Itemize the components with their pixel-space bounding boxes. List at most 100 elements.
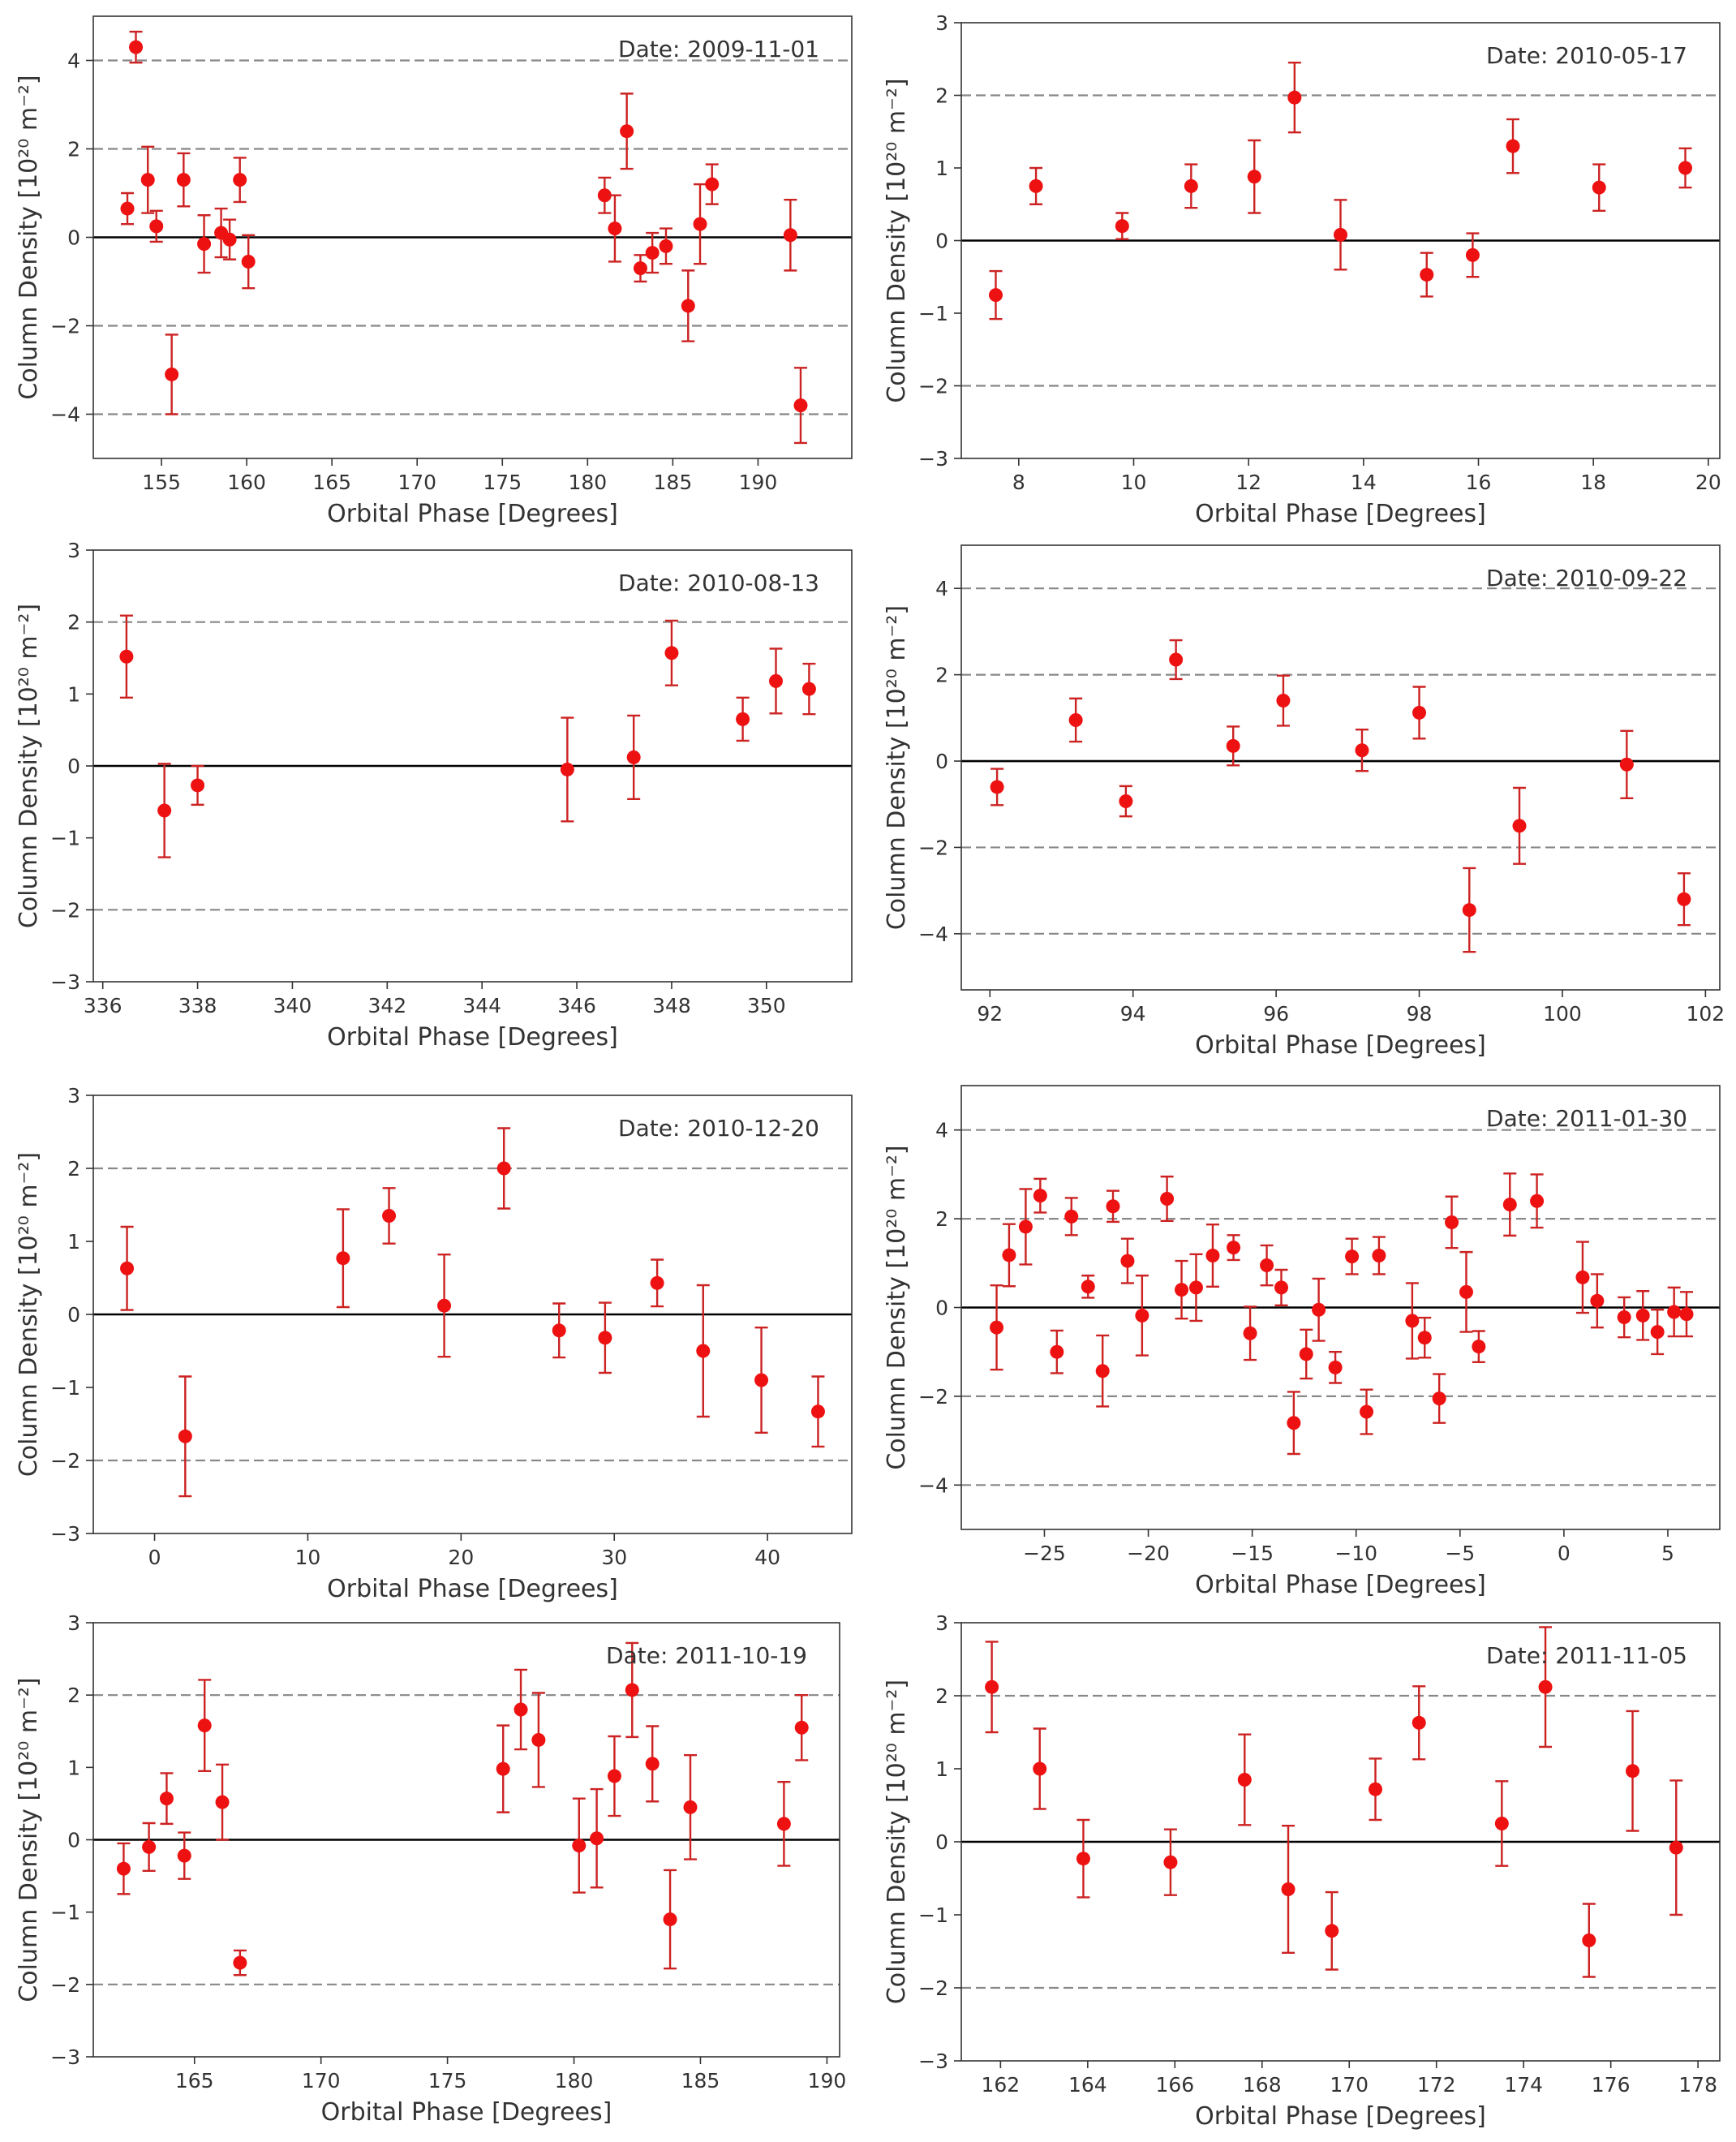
- y-tick-label: −3: [50, 2045, 80, 2069]
- y-axis-label: Column Density [10²⁰ m⁻²]: [15, 1152, 43, 1477]
- y-axis-label: Column Density [10²⁰ m⁻²]: [15, 1677, 43, 2002]
- data-marker: [1472, 1340, 1486, 1354]
- data-marker: [1432, 1391, 1446, 1406]
- panel-3: 336 338 340 342 344 346 348 350 −3 −2 −1 0 1 2 3 Orbita…: [15, 539, 853, 1052]
- data-point: [197, 214, 212, 274]
- data-point: [736, 696, 750, 742]
- data-point: [1355, 728, 1369, 772]
- y-tick-label: 4: [935, 1119, 948, 1142]
- data-point: [1650, 1309, 1665, 1356]
- data-marker: [560, 762, 574, 776]
- data-point: [1465, 232, 1480, 278]
- data-point: [625, 1641, 639, 1739]
- data-marker: [659, 239, 673, 253]
- date-annotation: Date: 2010-08-13: [618, 570, 819, 596]
- x-tick-label: 166: [1155, 2073, 1194, 2097]
- data-point: [1345, 1237, 1360, 1275]
- data-marker: [1582, 1933, 1596, 1947]
- data-marker: [683, 1800, 698, 1814]
- data-marker: [116, 1861, 131, 1876]
- data-point: [1226, 725, 1240, 767]
- data-point: [1076, 1818, 1090, 1899]
- data-point: [1412, 686, 1427, 740]
- data-point: [645, 1725, 660, 1803]
- x-tick-label: 165: [312, 471, 351, 494]
- data-point: [1237, 1733, 1252, 1826]
- x-tick-label: 185: [681, 2069, 720, 2093]
- data-point: [1325, 1890, 1339, 1971]
- x-tick-label: 342: [367, 994, 406, 1017]
- data-point: [1119, 785, 1133, 818]
- data-point: [776, 1780, 791, 1867]
- data-marker: [1619, 757, 1634, 772]
- y-tick-label: 0: [67, 1303, 80, 1327]
- data-marker: [1465, 247, 1480, 262]
- data-marker: [1281, 1882, 1296, 1896]
- data-point: [1281, 1824, 1296, 1955]
- data-point: [1635, 1290, 1650, 1341]
- x-axis-label: Orbital Phase [Degrees]: [1195, 1031, 1486, 1060]
- data-point: [1160, 1175, 1175, 1223]
- data-marker: [1420, 268, 1434, 282]
- y-tick-label: 2: [67, 138, 80, 161]
- data-point: [664, 619, 679, 686]
- data-point: [119, 614, 134, 699]
- y-tick-label: −2: [50, 315, 80, 338]
- data-marker: [1106, 1199, 1120, 1214]
- data-point: [1106, 1189, 1120, 1224]
- data-point: [1472, 1330, 1486, 1363]
- y-tick-label: 3: [935, 1611, 948, 1635]
- data-marker: [119, 649, 134, 664]
- data-point: [176, 152, 191, 208]
- y-tick-label: −1: [918, 302, 948, 325]
- y-tick-label: 3: [67, 1611, 80, 1635]
- data-point: [1582, 1903, 1596, 1978]
- data-point: [572, 1797, 587, 1894]
- data-marker: [1667, 1305, 1682, 1319]
- y-tick-label: −1: [918, 1903, 948, 1927]
- y-axis-label: Column Density [10²⁰ m⁻²]: [883, 1145, 911, 1469]
- data-point: [1334, 199, 1347, 271]
- x-tick-label: 178: [1678, 2073, 1717, 2097]
- y-tick-label: 1: [67, 1756, 80, 1779]
- x-tick-label: 0: [1558, 1542, 1571, 1565]
- x-tick-label: 344: [462, 994, 501, 1017]
- data-marker: [1115, 219, 1129, 234]
- data-marker: [1626, 1764, 1640, 1779]
- data-marker: [1188, 1280, 1203, 1295]
- data-marker: [1033, 1761, 1047, 1776]
- data-marker: [1462, 903, 1476, 918]
- data-marker: [1417, 1331, 1432, 1345]
- data-marker: [1205, 1249, 1220, 1263]
- x-tick-label: 8: [1012, 471, 1025, 494]
- y-tick-label: 0: [935, 230, 948, 253]
- data-point: [1512, 786, 1527, 865]
- data-point: [783, 198, 797, 272]
- data-marker: [597, 188, 612, 203]
- data-point: [620, 92, 634, 170]
- data-point: [1260, 1244, 1274, 1287]
- data-marker: [149, 219, 164, 234]
- x-tick-label: 164: [1068, 2073, 1107, 2097]
- data-point: [1029, 166, 1043, 205]
- data-marker: [620, 124, 634, 139]
- data-marker: [1276, 694, 1291, 708]
- data-marker: [783, 228, 797, 243]
- y-tick-label: 0: [935, 750, 948, 773]
- data-marker: [1328, 1360, 1343, 1374]
- data-point: [1328, 1350, 1343, 1384]
- data-point: [1405, 1282, 1420, 1360]
- y-tick-label: 2: [935, 1207, 948, 1231]
- data-point: [663, 1869, 677, 1970]
- data-point: [1626, 1710, 1640, 1832]
- date-annotation: Date: 2011-01-30: [1486, 1105, 1687, 1132]
- data-point: [241, 234, 256, 290]
- x-tick-label: 170: [1330, 2073, 1369, 2097]
- y-tick-label: −3: [50, 1522, 80, 1546]
- data-point: [1050, 1329, 1064, 1374]
- y-tick-label: 4: [67, 49, 80, 73]
- data-marker: [1360, 1404, 1374, 1419]
- x-tick-label: 180: [568, 471, 607, 494]
- data-marker: [693, 217, 707, 231]
- data-marker: [1312, 1302, 1326, 1317]
